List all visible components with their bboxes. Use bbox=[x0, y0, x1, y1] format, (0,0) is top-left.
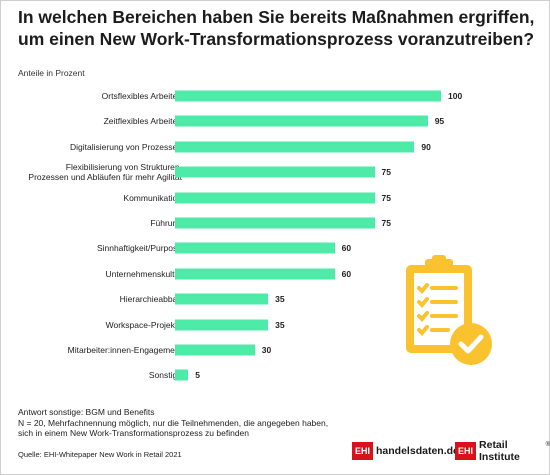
registered-mark: ® bbox=[545, 442, 550, 448]
bar bbox=[175, 192, 375, 204]
bar-value-label: 35 bbox=[275, 319, 285, 330]
category-label-line: Unternehmenskultur bbox=[105, 268, 182, 279]
unit-label: Anteile in Prozent bbox=[18, 68, 85, 78]
bar-value-label: 5 bbox=[195, 370, 201, 381]
source-note: Quelle: EHI-Whitepaper New Work in Retai… bbox=[18, 450, 182, 459]
retail-institute-text: Retail Institute bbox=[479, 439, 520, 463]
bar-value-label: 35 bbox=[275, 294, 285, 305]
bar-value-label: 60 bbox=[341, 268, 352, 279]
category-label-line: Flexibilisierung von Strukturen, bbox=[65, 162, 182, 173]
category-label: Zeitflexibles Arbeiten bbox=[104, 116, 182, 126]
retail-institute-logo: EHI Retail Institute ® bbox=[455, 439, 550, 463]
category-label-line: Kommunikation bbox=[123, 192, 182, 203]
category-label-line: Mitarbeiter:innen-Engagement bbox=[67, 345, 182, 355]
ehi-box-left: EHI bbox=[352, 442, 374, 460]
bar bbox=[175, 115, 428, 127]
note-line-2: N = 20, Mehrfachnennung möglich, nur die… bbox=[18, 418, 329, 428]
bar-value-label: 30 bbox=[261, 345, 272, 355]
category-label: Workspace-Projekte bbox=[106, 320, 182, 330]
bar bbox=[175, 344, 255, 356]
category-label: Sonstige bbox=[149, 370, 182, 380]
category-label-line: Digitalisierung von Prozessen bbox=[70, 141, 182, 152]
bar bbox=[175, 369, 189, 381]
bar bbox=[175, 293, 269, 305]
category-label: Flexibilisierung von Strukturen, Prozesse… bbox=[28, 162, 182, 182]
category-label: Sinnhaftigkeit/Purpose bbox=[97, 243, 182, 253]
category-label-line: Workspace-Projekte bbox=[105, 319, 182, 330]
category-label-line: Sonstige bbox=[148, 370, 182, 381]
title-line-2: um einen New Work-Transformationsprozess… bbox=[18, 29, 535, 49]
title-line-1: In welchen Bereichen haben Sie bereits M… bbox=[18, 7, 535, 27]
bar-value-label: 75 bbox=[381, 167, 391, 178]
bar-value-label: 100 bbox=[448, 91, 463, 101]
note-line-3: sich in einem New Work-Transformationspr… bbox=[18, 428, 250, 438]
category-label-line: Ortsflexibles Arbeiten bbox=[101, 91, 182, 101]
bar-value-label: 90 bbox=[421, 141, 431, 152]
handelsdaten-text: handelsdaten.de bbox=[376, 445, 459, 457]
category-label: Hierarchieabbau bbox=[120, 294, 182, 304]
handelsdaten-logo: EHI handelsdaten.de bbox=[352, 440, 459, 462]
bar-value-label: 75 bbox=[381, 218, 391, 228]
bar bbox=[175, 166, 375, 178]
category-label: Unternehmenskultur bbox=[105, 269, 182, 279]
note-line-1: Antwort sonstige: BGM und Benefits bbox=[18, 407, 155, 417]
category-label: Führung bbox=[150, 218, 182, 228]
category-label: Digitalisierung von Prozessen bbox=[70, 142, 182, 152]
bar bbox=[175, 90, 441, 102]
bar bbox=[175, 217, 375, 229]
category-label: Mitarbeiter:innen-Engagement bbox=[68, 345, 182, 355]
bar-value-label: 75 bbox=[381, 192, 391, 203]
chart-title: In welchen Bereichen haben Sie bereits M… bbox=[18, 6, 538, 50]
bar bbox=[175, 141, 415, 153]
bar bbox=[175, 268, 335, 280]
bar bbox=[175, 319, 269, 331]
category-label-line: Hierarchieabbau bbox=[119, 294, 182, 305]
category-label-line: Führung bbox=[150, 218, 182, 228]
category-label-line: Prozessen und Abläufen für mehr Agilität bbox=[28, 172, 182, 183]
category-label-line: Sinnhaftigkeit/Purpose bbox=[96, 243, 182, 254]
clipboard-checklist-icon bbox=[398, 255, 498, 370]
category-label: Kommunikation bbox=[123, 193, 182, 203]
bar bbox=[175, 242, 335, 254]
bar-value-label: 95 bbox=[434, 116, 445, 127]
bar-value-label: 60 bbox=[341, 243, 352, 254]
category-label-line: Zeitflexibles Arbeiten bbox=[103, 116, 182, 127]
category-label: Ortsflexibles Arbeiten bbox=[102, 91, 182, 101]
ehi-box-right: EHI bbox=[455, 442, 477, 460]
